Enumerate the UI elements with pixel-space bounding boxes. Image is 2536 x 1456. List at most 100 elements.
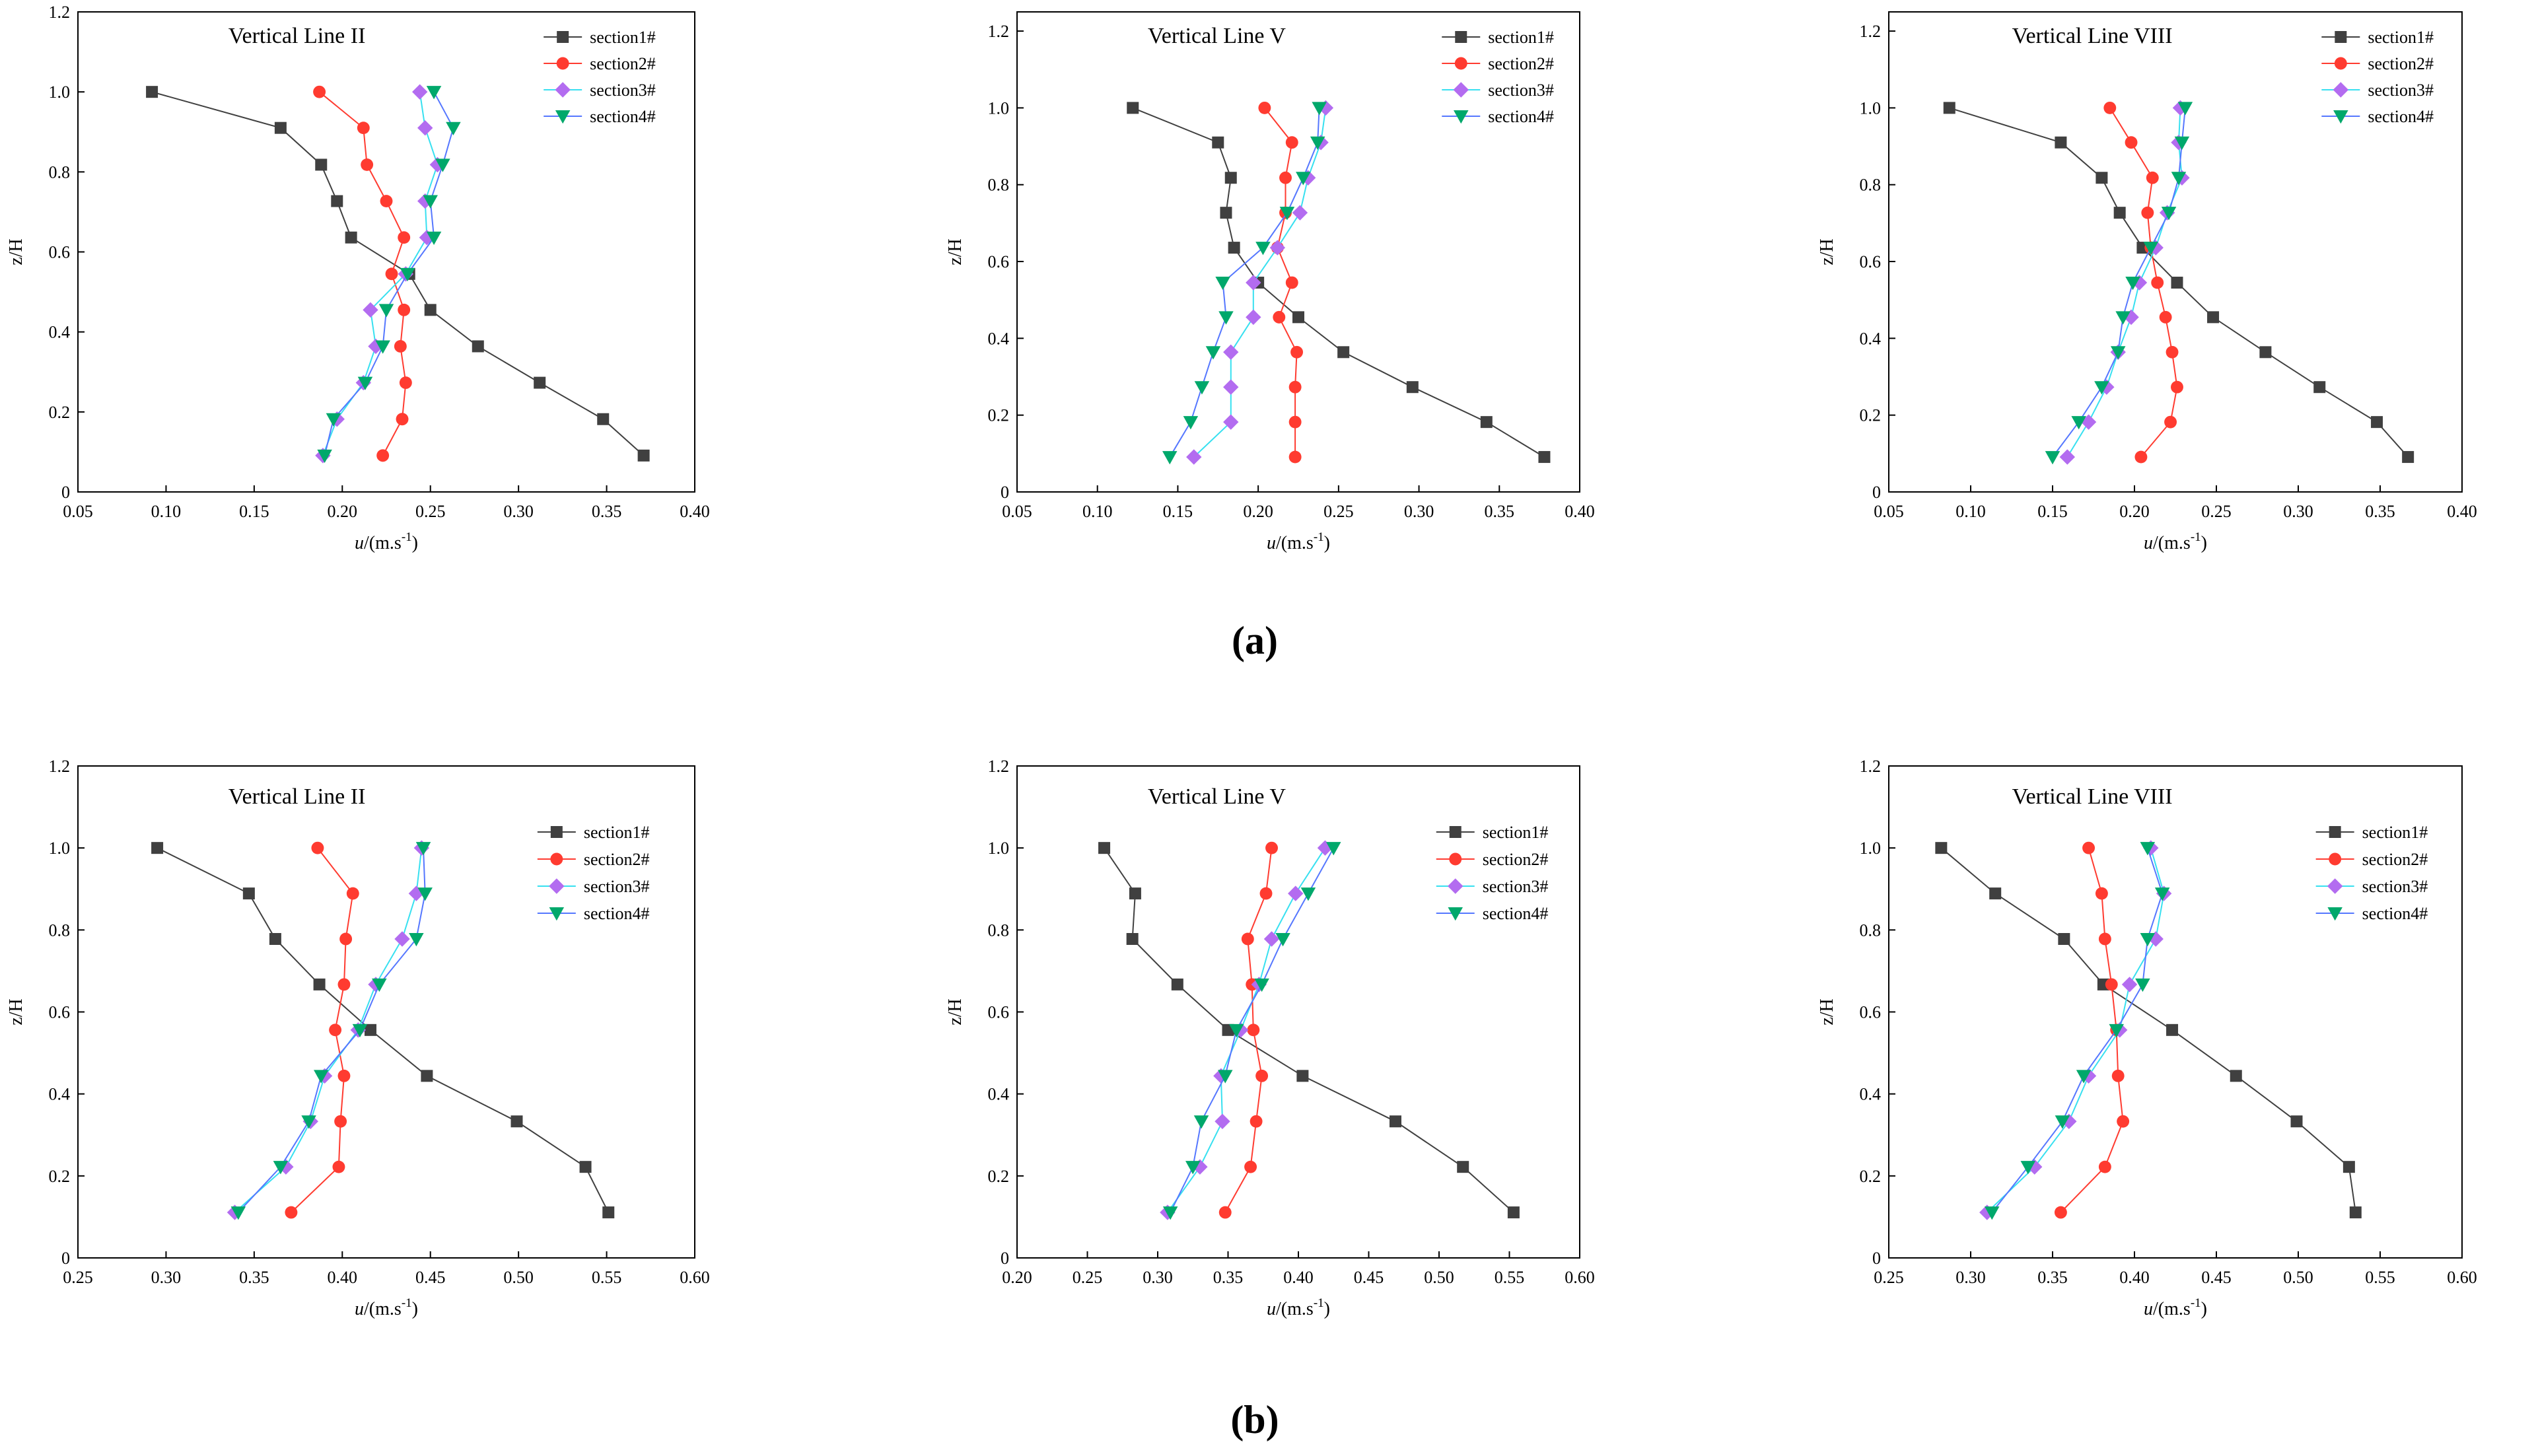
data-point [1215, 277, 1230, 291]
data-point [1228, 242, 1240, 254]
y-tick-label: 0.4 [988, 1085, 1010, 1104]
data-point [1192, 1159, 1208, 1175]
legend-label: section4# [1483, 904, 1549, 923]
series-line [2052, 108, 2186, 458]
x-tick-label: 0.25 [1323, 502, 1354, 521]
data-point [273, 1161, 289, 1175]
data-point [1296, 1070, 1309, 1082]
data-point [372, 978, 387, 992]
data-point [334, 1115, 347, 1128]
y-tick-label: 0.2 [49, 403, 71, 422]
y-tick-label: 1.0 [1860, 839, 1882, 858]
data-point [1285, 136, 1298, 149]
data-point [2134, 450, 2148, 464]
legend-label: section3# [1483, 877, 1549, 896]
legend-marker [2329, 852, 2342, 866]
data-point [1218, 1206, 1232, 1219]
x-tick-label: 0.50 [503, 1268, 534, 1287]
x-axis-label: u/(m.s-1) [2144, 1296, 2207, 1319]
y-tick-label: 0.2 [1860, 1167, 1882, 1186]
legend-label: section1# [584, 823, 650, 842]
y-tick-label: 0.2 [49, 1167, 71, 1186]
x-tick-label: 0.35 [1213, 1268, 1244, 1287]
y-tick-label: 0.2 [1860, 406, 1882, 425]
data-point [1288, 380, 1302, 394]
data-point [2151, 276, 2164, 289]
x-tick-label: 0.40 [680, 502, 710, 521]
y-axis-label: z/H [945, 998, 966, 1025]
data-point [1258, 101, 1271, 114]
x-tick-label: 0.25 [1073, 1268, 1103, 1287]
series-section4# [1162, 842, 1341, 1220]
data-point [385, 267, 398, 281]
data-point [2171, 380, 2183, 394]
chart-a-1: 0.05 0.10 0.15 0.20 0.25 0.30 0.35 0.40 0 0.2 0.4 0… [6, 3, 710, 553]
data-point [311, 841, 324, 854]
plot-frame [1016, 11, 1580, 493]
y-tick-label: 1.2 [1860, 757, 1882, 776]
data-point [2055, 1115, 2070, 1129]
y-tick-label: 0.6 [1860, 252, 1882, 271]
series-line [1940, 847, 2356, 1213]
data-point [1288, 450, 1302, 464]
x-tick-label: 0.15 [1163, 502, 1193, 521]
data-point [1218, 311, 1234, 325]
y-tick-label: 1.2 [988, 22, 1010, 41]
data-point [375, 340, 390, 354]
data-point [1241, 932, 1254, 946]
data-point [274, 121, 287, 134]
legend: section1# section2# section3# section4# [544, 28, 656, 126]
x-axis-label: u/(m.s-1) [2144, 530, 2207, 553]
legend-marker [549, 907, 565, 921]
x-tick-label: 0.60 [1565, 1268, 1595, 1287]
data-point [1279, 207, 1295, 221]
legend-label: section3# [2362, 877, 2428, 896]
data-point [421, 1070, 433, 1082]
series-line [234, 848, 423, 1213]
y-tick-label: 1.2 [49, 757, 71, 776]
data-point [2230, 1070, 2242, 1082]
data-point [1244, 1160, 1257, 1173]
data-point [2125, 277, 2140, 291]
data-point [2115, 311, 2131, 325]
data-point [1269, 240, 1286, 256]
data-point [408, 885, 425, 901]
y-tick-label: 0 [61, 1249, 70, 1268]
x-tick-label: 0.40 [328, 1268, 358, 1287]
series-line [1132, 107, 1545, 458]
legend-label: section1# [2368, 28, 2434, 47]
x-tick-label: 0.40 [1283, 1268, 1314, 1287]
x-tick-label: 0.50 [2283, 1268, 2313, 1287]
data-point [1224, 172, 1237, 184]
y-tick-label: 0.8 [1860, 176, 1882, 195]
y-tick-label: 1.0 [988, 839, 1010, 858]
panel-label-a: (a) [1232, 619, 1278, 662]
data-point [1229, 1023, 1244, 1038]
data-point [1213, 1068, 1229, 1084]
legend-label: section1# [2362, 823, 2428, 842]
x-tick-label: 0.20 [1243, 502, 1273, 521]
data-point [1127, 102, 1139, 114]
legend-marker [1449, 826, 1462, 838]
data-point [2071, 416, 2086, 430]
y-tick-label: 0 [61, 483, 70, 502]
data-point [1126, 932, 1139, 945]
data-point [2172, 100, 2189, 116]
legend-label: section3# [590, 81, 656, 100]
legend-marker [2334, 57, 2347, 70]
chart-a-2: 0.05 0.10 0.15 0.20 0.25 0.30 0.35 0.40 0 0.2 0.4 0… [945, 11, 1595, 553]
data-point [1215, 1113, 1230, 1129]
data-point [1943, 102, 1955, 114]
data-point [285, 1206, 298, 1219]
data-point [2099, 379, 2115, 395]
data-point [1217, 1070, 1233, 1084]
y-tick-label: 1.0 [49, 839, 71, 858]
data-point [2080, 414, 2097, 430]
data-point [2171, 277, 2183, 289]
panel-label-b: (b) [1230, 1398, 1279, 1441]
y-tick-label: 1.0 [49, 83, 71, 102]
x-tick-label: 0.25 [415, 502, 446, 521]
legend-label: section3# [1488, 81, 1554, 100]
x-tick-label: 0.25 [1874, 1268, 1904, 1287]
x-tick-label: 0.10 [151, 502, 182, 521]
